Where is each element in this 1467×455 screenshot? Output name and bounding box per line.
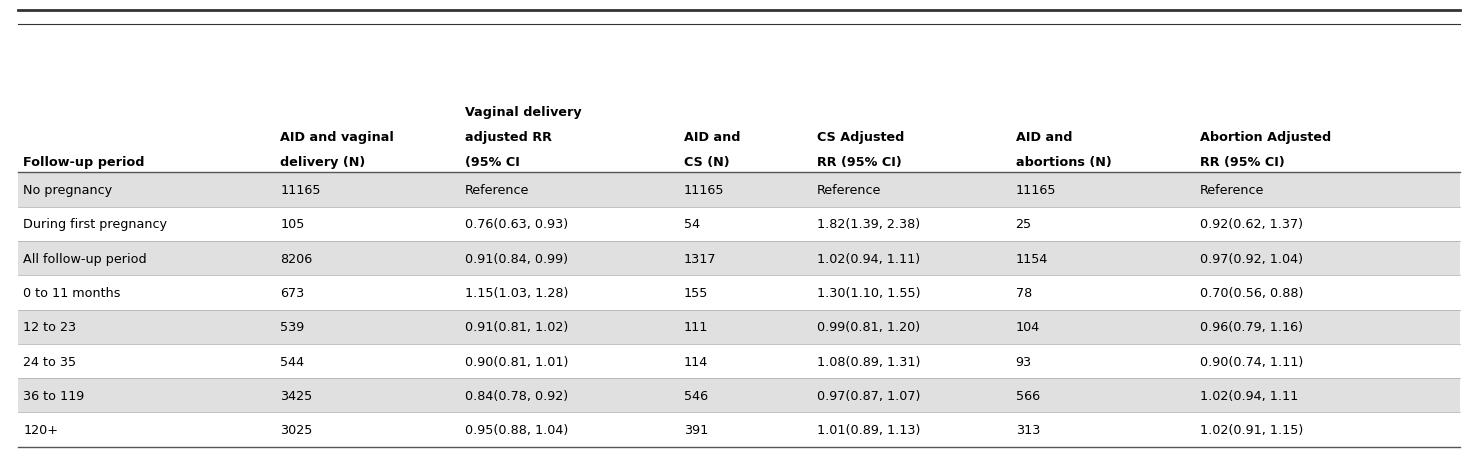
Text: Reference: Reference <box>1200 183 1265 197</box>
Text: 3425: 3425 <box>280 389 312 402</box>
Text: abortions (N): abortions (N) <box>1015 155 1112 168</box>
Text: 8206: 8206 <box>280 252 312 265</box>
Text: Reference: Reference <box>465 183 530 197</box>
Text: 0 to 11 months: 0 to 11 months <box>23 286 120 299</box>
Text: 1.01(0.89, 1.13): 1.01(0.89, 1.13) <box>817 423 920 436</box>
Text: 539: 539 <box>280 320 305 334</box>
Text: AID and: AID and <box>684 130 741 143</box>
Text: Reference: Reference <box>817 183 882 197</box>
Text: CS Adjusted: CS Adjusted <box>817 130 904 143</box>
Text: 11165: 11165 <box>1015 183 1056 197</box>
Text: 0.99(0.81, 1.20): 0.99(0.81, 1.20) <box>817 320 920 334</box>
Text: No pregnancy: No pregnancy <box>23 183 113 197</box>
Text: 0.90(0.74, 1.11): 0.90(0.74, 1.11) <box>1200 355 1304 368</box>
Text: 0.96(0.79, 1.16): 0.96(0.79, 1.16) <box>1200 320 1303 334</box>
Text: During first pregnancy: During first pregnancy <box>23 218 167 231</box>
Text: 0.97(0.92, 1.04): 0.97(0.92, 1.04) <box>1200 252 1303 265</box>
Text: 0.95(0.88, 1.04): 0.95(0.88, 1.04) <box>465 423 568 436</box>
Text: 36 to 119: 36 to 119 <box>23 389 85 402</box>
Text: 1.15(1.03, 1.28): 1.15(1.03, 1.28) <box>465 286 568 299</box>
Text: 546: 546 <box>684 389 709 402</box>
Text: 0.84(0.78, 0.92): 0.84(0.78, 0.92) <box>465 389 568 402</box>
Text: 673: 673 <box>280 286 305 299</box>
Text: 93: 93 <box>1015 355 1031 368</box>
Text: Follow-up period: Follow-up period <box>23 155 145 168</box>
Text: AID and vaginal: AID and vaginal <box>280 130 395 143</box>
Text: 3025: 3025 <box>280 423 312 436</box>
Text: 1154: 1154 <box>1015 252 1047 265</box>
Text: 104: 104 <box>1015 320 1040 334</box>
Text: 0.70(0.56, 0.88): 0.70(0.56, 0.88) <box>1200 286 1304 299</box>
Text: (95% CI: (95% CI <box>465 155 519 168</box>
Text: delivery (N): delivery (N) <box>280 155 365 168</box>
Text: RR (95% CI): RR (95% CI) <box>817 155 901 168</box>
Text: 114: 114 <box>684 355 709 368</box>
Text: 12 to 23: 12 to 23 <box>23 320 76 334</box>
Text: Abortion Adjusted: Abortion Adjusted <box>1200 130 1332 143</box>
Text: Vaginal delivery: Vaginal delivery <box>465 105 581 118</box>
Text: adjusted RR: adjusted RR <box>465 130 552 143</box>
Text: 1.08(0.89, 1.31): 1.08(0.89, 1.31) <box>817 355 920 368</box>
Bar <box>18 379 1460 413</box>
Text: 11165: 11165 <box>280 183 321 197</box>
Text: AID and: AID and <box>1015 130 1072 143</box>
Text: 105: 105 <box>280 218 305 231</box>
Text: 155: 155 <box>684 286 709 299</box>
Text: 0.90(0.81, 1.01): 0.90(0.81, 1.01) <box>465 355 568 368</box>
Text: All follow-up period: All follow-up period <box>23 252 147 265</box>
Text: CS (N): CS (N) <box>684 155 729 168</box>
Text: 1.02(0.94, 1.11): 1.02(0.94, 1.11) <box>817 252 920 265</box>
Text: 544: 544 <box>280 355 304 368</box>
Text: 0.76(0.63, 0.93): 0.76(0.63, 0.93) <box>465 218 568 231</box>
Text: 391: 391 <box>684 423 709 436</box>
Text: 1.82(1.39, 2.38): 1.82(1.39, 2.38) <box>817 218 920 231</box>
Text: 11165: 11165 <box>684 183 725 197</box>
Text: 0.97(0.87, 1.07): 0.97(0.87, 1.07) <box>817 389 920 402</box>
Text: 1.30(1.10, 1.55): 1.30(1.10, 1.55) <box>817 286 920 299</box>
Text: 78: 78 <box>1015 286 1031 299</box>
Text: 120+: 120+ <box>23 423 59 436</box>
Text: 1317: 1317 <box>684 252 716 265</box>
Bar <box>18 173 1460 207</box>
Text: 0.91(0.84, 0.99): 0.91(0.84, 0.99) <box>465 252 568 265</box>
Text: RR (95% CI): RR (95% CI) <box>1200 155 1285 168</box>
Text: 24 to 35: 24 to 35 <box>23 355 76 368</box>
Text: 111: 111 <box>684 320 709 334</box>
Text: 313: 313 <box>1015 423 1040 436</box>
Text: 25: 25 <box>1015 218 1031 231</box>
Bar <box>18 310 1460 344</box>
Bar <box>18 241 1460 276</box>
Text: 54: 54 <box>684 218 700 231</box>
Text: 0.92(0.62, 1.37): 0.92(0.62, 1.37) <box>1200 218 1303 231</box>
Text: 1.02(0.94, 1.11: 1.02(0.94, 1.11 <box>1200 389 1298 402</box>
Text: 0.91(0.81, 1.02): 0.91(0.81, 1.02) <box>465 320 568 334</box>
Text: 1.02(0.91, 1.15): 1.02(0.91, 1.15) <box>1200 423 1304 436</box>
Text: 566: 566 <box>1015 389 1040 402</box>
